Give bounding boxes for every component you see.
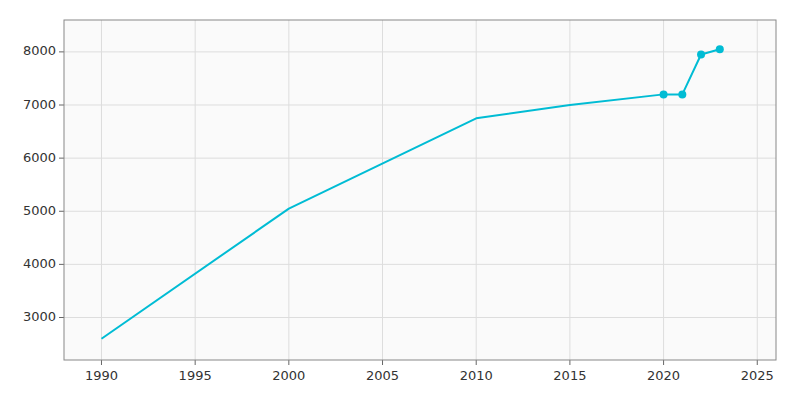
y-grid-line: [64, 51, 776, 52]
y-tick-label: 4000: [23, 256, 56, 271]
x-tick-label: 2000: [272, 368, 305, 383]
line: [101, 49, 719, 339]
y-tick-label: 7000: [23, 97, 56, 112]
x-tick: [288, 360, 289, 365]
y-grid-line: [64, 105, 776, 106]
x-grid-line: [663, 20, 664, 360]
x-tick: [476, 360, 477, 365]
plot-background: [64, 20, 776, 360]
point-marker: [716, 45, 724, 53]
x-tick: [195, 360, 196, 365]
point-marker: [697, 51, 705, 59]
x-grid-line: [382, 20, 383, 360]
y-tick: [59, 51, 64, 52]
x-tick: [757, 360, 758, 365]
x-tick-label: 1990: [85, 368, 118, 383]
y-tick-label: 6000: [23, 150, 56, 165]
y-tick: [59, 317, 64, 318]
x-tick: [382, 360, 383, 365]
point-marker: [660, 90, 668, 98]
y-tick: [59, 211, 64, 212]
x-grid-line: [757, 20, 758, 360]
x-tick-label: 2025: [741, 368, 774, 383]
y-grid-line: [64, 158, 776, 159]
data-area: [101, 45, 723, 339]
axes: 3000 4000 5000 6000 7000 8000 1990 1995 2000 2005…: [23, 20, 776, 383]
x-grid-line: [101, 20, 102, 360]
x-grid-line: [569, 20, 570, 360]
x-grid-line: [288, 20, 289, 360]
y-tick-label: 5000: [23, 203, 56, 218]
y-grid-line: [64, 211, 776, 212]
x-tick: [569, 360, 570, 365]
x-tick-label: 2015: [553, 368, 586, 383]
y-tick-label: 3000: [23, 309, 56, 324]
y-tick-label: 8000: [23, 43, 56, 58]
chart: 3000 4000 5000 6000 7000 8000 1990 1995 2000 2005…: [0, 0, 800, 400]
y-tick: [59, 264, 64, 265]
plot-frame: [64, 20, 776, 360]
x-tick-label: 2020: [647, 368, 680, 383]
x-grid-line: [195, 20, 196, 360]
x-grid-line: [476, 20, 477, 360]
grid: [64, 20, 776, 360]
point-marker: [678, 90, 686, 98]
y-tick: [59, 158, 64, 159]
chart-container: 3000 4000 5000 6000 7000 8000 1990 1995 2000 2005…: [0, 0, 800, 400]
x-tick-label: 2010: [460, 368, 493, 383]
y-grid-line: [64, 317, 776, 318]
y-grid-line: [64, 264, 776, 265]
y-tick: [59, 105, 64, 106]
x-tick: [663, 360, 664, 365]
x-tick: [101, 360, 102, 365]
x-tick-label: 2005: [366, 368, 399, 383]
x-tick-label: 1995: [179, 368, 212, 383]
